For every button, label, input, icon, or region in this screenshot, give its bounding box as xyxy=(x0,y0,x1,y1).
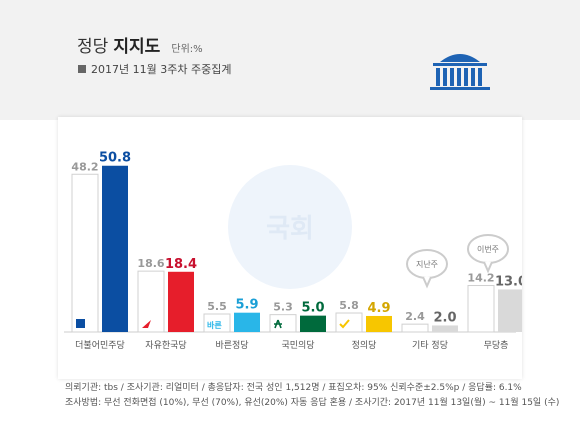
category-label-6: 무당층 xyxy=(484,340,509,351)
subtitle: 2017년 11월 3주차 주중집계 xyxy=(78,61,231,77)
party-icon-4 xyxy=(339,319,350,329)
bar-prev-5 xyxy=(401,323,429,333)
chart-svg: 국회 48.250.8 더불어민주당 18.6 18.4 자유한국당 5.5 5.9 바른정당 바… xyxy=(64,151,522,351)
value-label-current-3: 5.0 xyxy=(301,301,324,316)
party-icon-3 xyxy=(274,319,282,329)
category-label-5: 기타 정당 xyxy=(412,340,448,351)
bar-current-2 xyxy=(234,312,260,332)
value-label-current-1: 18.4 xyxy=(165,257,197,272)
value-label-current-5: 2.0 xyxy=(433,310,456,325)
footer-line-1: 의뢰기관: tbs / 조사기관: 리얼미터 / 총응답자: 전국 성인 1,5… xyxy=(65,383,522,393)
value-label-prev-2: 5.5 xyxy=(207,300,227,313)
square-bullet-icon xyxy=(78,65,86,73)
value-label-current-6: 13.0 xyxy=(495,274,522,289)
bar-prev-3 xyxy=(269,314,297,333)
category-label-2: 바른정당 xyxy=(215,340,248,351)
bar-prev-4 xyxy=(335,312,363,333)
bar-current-4 xyxy=(366,315,392,332)
bar-current-6 xyxy=(498,289,522,332)
callout-text-1: 이번주 xyxy=(477,244,499,254)
value-label-prev-4: 5.8 xyxy=(339,299,359,312)
title-light: 정당 xyxy=(77,37,109,57)
title-bold: 지지도 xyxy=(113,37,161,57)
bar-prev-6 xyxy=(467,285,495,333)
chart-panel: 국회 48.2 50.8 더불어민주당 18.6 18.4 자유한국당 5.5 5.9 바른정당 바… xyxy=(58,117,522,379)
footer-line-2: 조사방법: 무선 전화면접 (10%), 무선 (70%), 유선(20%) 자… xyxy=(65,398,560,408)
unit-label: 단위:% xyxy=(171,44,203,55)
party-icon-0 xyxy=(76,319,85,328)
category-label-4: 정의당 xyxy=(352,340,377,351)
value-label-prev-6: 14.2 xyxy=(467,272,494,285)
bar-prev-2 xyxy=(203,313,231,333)
category-label-1: 자유한국당 xyxy=(145,340,186,351)
value-label-prev-3: 5.3 xyxy=(273,301,293,314)
value-label-prev-1: 18.6 xyxy=(137,257,164,270)
header-background xyxy=(0,0,580,120)
bar-current-1 xyxy=(168,271,194,332)
category-label-0: 더불어민주당 xyxy=(75,340,125,351)
party-icon-1 xyxy=(142,320,151,328)
bar-current-3 xyxy=(300,315,326,332)
bar-prev-0 xyxy=(71,173,99,333)
callout-tail-1 xyxy=(483,261,493,274)
national-assembly-logo-icon xyxy=(430,54,490,90)
bar-current-5 xyxy=(432,325,458,332)
callout-tail-0 xyxy=(422,276,432,289)
category-label-3: 국민의당 xyxy=(281,340,314,351)
watermark-text: 국회 xyxy=(266,214,314,244)
callout-text-0: 지난주 xyxy=(416,260,438,269)
value-label-current-0: 50.8 xyxy=(99,151,131,166)
party-icon-2: 바른 xyxy=(207,320,222,330)
value-label-current-4: 4.9 xyxy=(367,301,390,316)
watermark-circle xyxy=(228,165,352,289)
value-label-current-2: 5.9 xyxy=(235,298,258,313)
page-title: 정당 지지도 단위:% xyxy=(77,32,203,57)
bar-prev-1 xyxy=(137,270,165,333)
subtitle-text: 2017년 11월 3주차 주중집계 xyxy=(91,63,232,76)
value-label-prev-5: 2.4 xyxy=(405,310,425,323)
bar-current-0 xyxy=(102,165,128,332)
value-label-prev-0: 48.2 xyxy=(71,160,98,173)
